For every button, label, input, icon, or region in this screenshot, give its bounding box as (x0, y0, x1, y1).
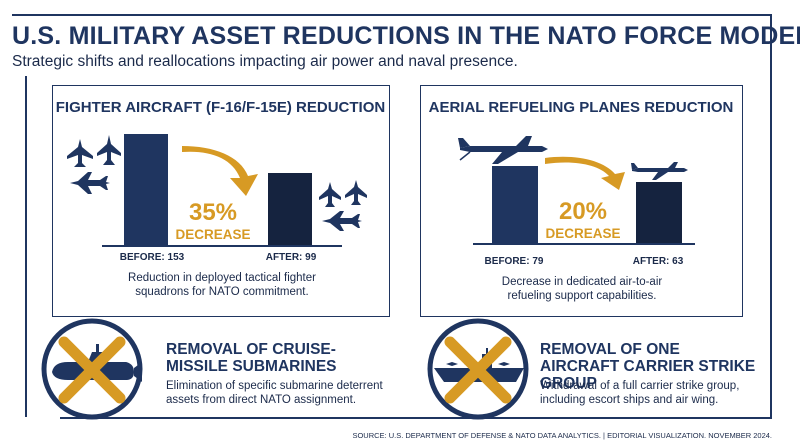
refueling-caption: Decrease in dedicated air-to-air refueli… (501, 276, 663, 302)
submarine-card-body: Elimination of specific submarine deterr… (166, 380, 383, 406)
refueling-bar-after (636, 181, 682, 243)
fighter-bar-after (268, 173, 312, 245)
refueling-before-label: BEFORE: 79 (484, 256, 544, 267)
page-title: U.S. MILITARY ASSET REDUCTIONS IN THE NA… (12, 22, 800, 50)
frame-line-top (12, 14, 770, 16)
carrier-card-body: Withdrawal of a full carrier strike grou… (540, 380, 740, 406)
refueling-panel: AERIAL REFUELING PLANES REDUCTION (420, 85, 743, 317)
frame-line-right (770, 14, 772, 417)
page-subtitle: Strategic shifts and reallocations impac… (12, 53, 518, 70)
refueling-arrow-icon (545, 156, 625, 190)
refueling-panel-title: AERIAL REFUELING PLANES REDUCTION (428, 99, 734, 116)
refueling-bar-before (492, 166, 538, 243)
fighter-jet-icon (345, 180, 367, 205)
fighter-bar-before (124, 134, 168, 245)
fighter-panel-title: FIGHTER AIRCRAFT (F-16/F-15E) REDUCTION (55, 99, 386, 116)
refueling-baseline (473, 243, 695, 245)
fighter-baseline (102, 245, 342, 247)
fighter-jet-icon (319, 182, 341, 207)
fighter-arrow-icon (182, 146, 258, 196)
refueling-after-label: AFTER: 63 (632, 256, 684, 267)
fighter-panel: FIGHTER AIRCRAFT (F-16/F-15E) REDUCTION (52, 85, 390, 317)
fighter-after-label: AFTER: 99 (265, 252, 317, 263)
frame-line-bottom (60, 417, 772, 419)
fighter-caption: Reduction in deployed tactical fighter s… (128, 272, 316, 298)
fighter-jet-icon (322, 211, 362, 231)
fighter-jet-icon (97, 135, 121, 165)
refueling-percent: 20% (558, 198, 608, 225)
fighter-percent: 35% (188, 199, 238, 226)
tanker-plane-icon (631, 162, 688, 180)
carrier-crossed-icon (427, 318, 529, 420)
fighter-jet-icon (67, 139, 93, 167)
submarine-crossed-icon (41, 318, 143, 420)
fighter-before-label: BEFORE: 153 (119, 252, 185, 263)
refueling-percent-label: DECREASE (545, 226, 621, 241)
carrier-card-title: REMOVAL OF ONE AIRCRAFT CARRIER STRIKE G… (540, 341, 756, 392)
frame-line-left (25, 76, 27, 417)
fighter-jet-icon (70, 172, 110, 194)
fighter-percent-label: DECREASE (175, 227, 251, 242)
source-note: SOURCE: U.S. DEPARTMENT OF DEFENSE & NAT… (352, 431, 772, 440)
tanker-plane-icon (458, 136, 548, 164)
submarine-card-title: REMOVAL OF CRUISE-MISSILE SUBMARINES (166, 341, 337, 375)
